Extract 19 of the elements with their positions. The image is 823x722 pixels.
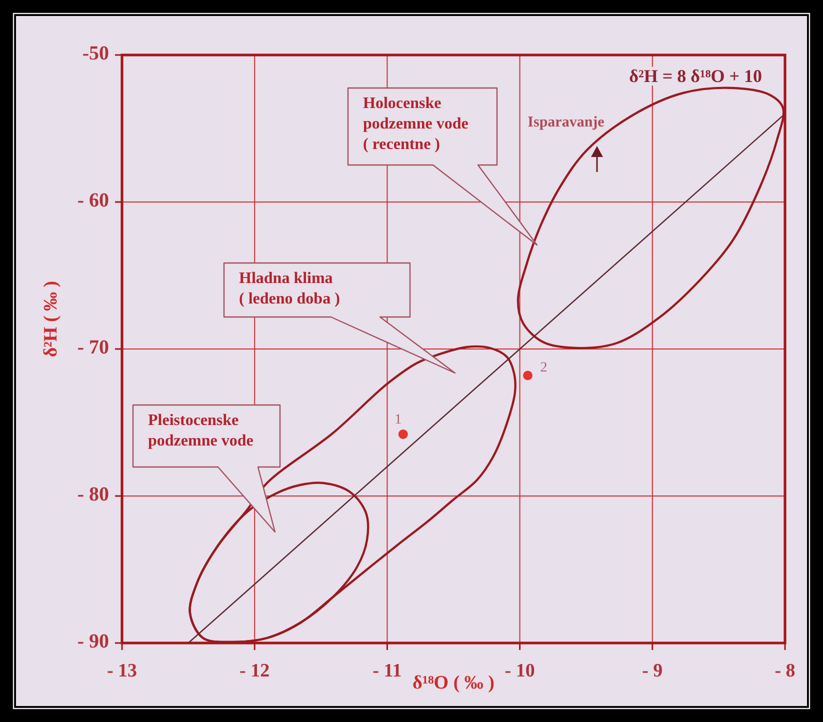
annotation: Hladna klima ( ledeno doba ) xyxy=(239,270,340,308)
y-axis-title: δ²H ( ‰ ) xyxy=(40,280,62,358)
y-tick-label: -50 xyxy=(82,42,109,65)
y-tick-label: - 60 xyxy=(77,190,109,212)
x-tick-label: - 12 xyxy=(240,660,270,682)
annotation: 2 xyxy=(540,360,548,376)
annotation: Isparavanje xyxy=(528,114,605,130)
x-axis-title: δ¹⁸O ( ‰ ) xyxy=(412,672,494,694)
y-tick-label: - 90 xyxy=(77,630,109,653)
annotation: 1 xyxy=(394,412,402,428)
y-tick-label: - 80 xyxy=(77,484,109,506)
y-tick-label: - 70 xyxy=(77,336,109,359)
x-tick-label: - 10 xyxy=(504,660,535,682)
annotation: Pleistocenske podzemne vode xyxy=(148,412,254,450)
x-tick-label: - 13 xyxy=(106,660,138,682)
x-tick-label: - 9 xyxy=(642,660,663,682)
x-tick-label: - 11 xyxy=(372,660,402,682)
x-tick-label: - 8 xyxy=(774,660,796,682)
annotation: Holocenske podzemne vode ( recentne ) xyxy=(363,95,468,153)
